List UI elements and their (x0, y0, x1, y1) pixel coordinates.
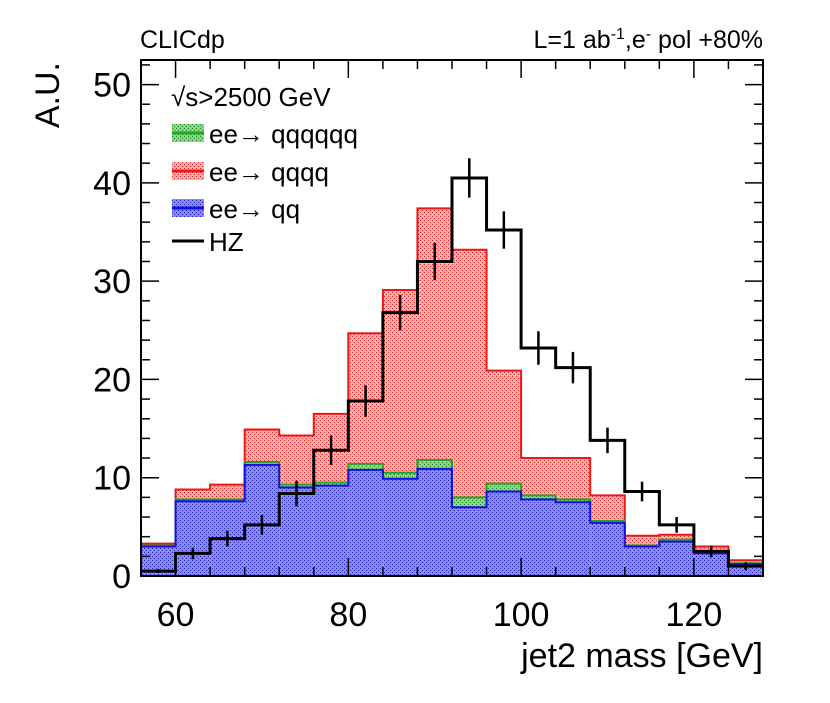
bar-qq-12 (555, 502, 591, 576)
experiment-label: CLICdp (140, 26, 225, 54)
y-tick-label: 0 (112, 558, 131, 596)
bar-qqqqqq-8 (417, 460, 452, 469)
legend-energy-sqrt: √s (171, 82, 198, 112)
bar-qq-15 (659, 541, 694, 576)
bar-qqqqqq-6 (348, 463, 383, 470)
legend-label-qq: ee→ qq (209, 194, 300, 224)
bar-qqqq-10 (486, 370, 522, 484)
lumi-mid: ,e (625, 26, 646, 54)
bar-qq-11 (521, 499, 556, 576)
y-tick-label: 50 (93, 67, 131, 105)
bar-qqqqqq-3 (244, 461, 280, 465)
y-tick-label: 40 (93, 165, 131, 203)
luminosity-label: L=1 ab-1,e- pol +80% (534, 26, 763, 54)
bar-qqqq-17 (728, 560, 763, 564)
bar-qqqqqq-7 (382, 472, 418, 479)
bar-qqqqqq-9 (452, 497, 487, 508)
x-tick-label: 80 (329, 596, 367, 634)
bar-qqqqqq-5 (313, 482, 349, 486)
bar-qqqq-11 (521, 458, 556, 496)
y-tick-label: 30 (93, 263, 131, 301)
hz-line (141, 176, 763, 573)
legend-label-qqqq: ee→ qqqq (209, 157, 329, 187)
y-axis-title: A.U. (29, 62, 67, 128)
plot-area: 0 10 20 30 40 50 60 80 100 120 (93, 59, 764, 634)
y-tick-label: 20 (93, 361, 131, 399)
legend-label-hz: HZ (209, 227, 244, 257)
legend: √s>2500 GeV ee→ qqqqqq ee→ qqqq ee→ qq H… (171, 82, 358, 257)
bar-qqqq-2 (210, 484, 245, 500)
bar-qqqq-12 (555, 458, 591, 500)
bar-qq-13 (590, 522, 625, 576)
bar-qq-6 (348, 469, 383, 576)
bar-qqqqqq-10 (486, 483, 522, 492)
bar-qq-1 (175, 501, 211, 576)
legend-label-qqqqqq: ee→ qqqqqq (209, 119, 358, 149)
bar-qq-7 (382, 478, 418, 576)
bar-qq-8 (417, 468, 452, 576)
bar-qq-5 (313, 485, 349, 576)
bar-qqqqqq-11 (521, 495, 556, 500)
bar-qqqq-13 (590, 495, 625, 521)
x-tick-label: 100 (493, 596, 550, 634)
x-axis-title: jet2 mass [GeV] (520, 637, 763, 675)
lumi-suffix: pol +80% (651, 26, 763, 54)
bar-qqqqqq-12 (555, 499, 591, 503)
lumi-exponent: -1 (611, 26, 625, 43)
lumi-superscript: - (646, 26, 651, 43)
lumi-prefix: L=1 ab (534, 26, 611, 54)
x-tick-label: 60 (157, 596, 195, 634)
legend-energy: √s>2500 GeV (171, 82, 331, 112)
x-tick-label: 120 (666, 596, 723, 634)
bar-qqqq-14 (624, 535, 660, 546)
bar-qqqq-3 (244, 429, 280, 462)
bar-qqqq-9 (452, 249, 487, 498)
legend-energy-text: >2500 GeV (198, 82, 331, 112)
outline-qq (140, 463, 764, 576)
bar-qqqq-1 (175, 489, 211, 500)
y-tick-label: 10 (93, 460, 131, 498)
bar-qq-9 (452, 507, 487, 576)
bar-qq-10 (486, 491, 522, 576)
bar-qq-16 (693, 553, 729, 576)
bar-qq-14 (624, 546, 660, 576)
bar-qqqq-15 (659, 534, 694, 540)
bar-qqqq-4 (279, 435, 314, 485)
